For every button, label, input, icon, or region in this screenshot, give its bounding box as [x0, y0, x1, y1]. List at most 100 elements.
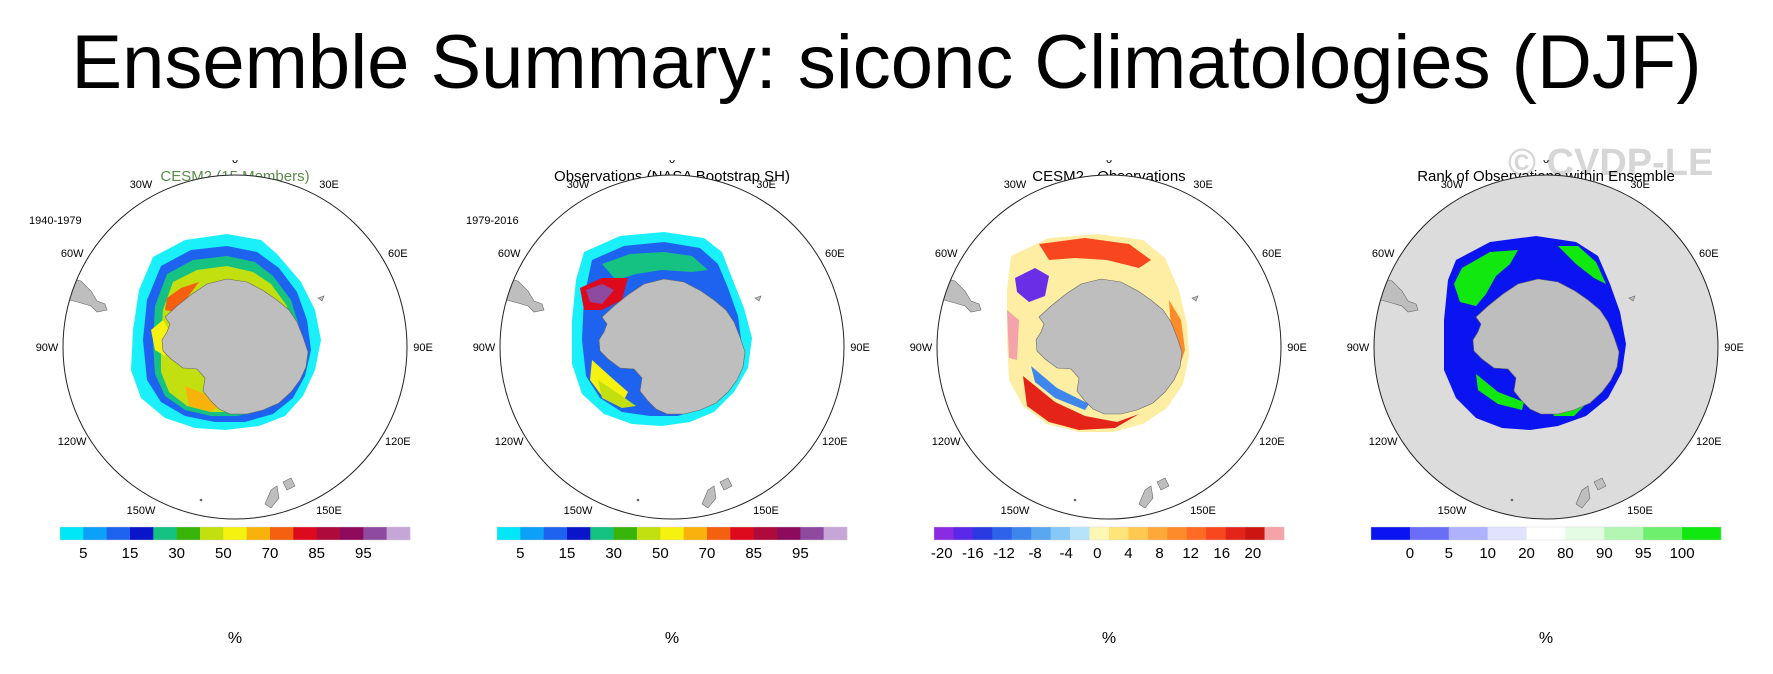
polar-map: 030E60E90E120E150E180150W120W90W60W30W51… [36, 160, 433, 562]
colorbar-tick-label: 5 [1445, 545, 1453, 562]
colorbar-tick-label: 85 [745, 545, 762, 562]
colorbar-swatch [1448, 527, 1488, 540]
colorbar-unit: % [227, 630, 243, 647]
polar-map: 030E60E90E120E150E180150W120W90W60W30W51… [473, 160, 870, 562]
colorbar-swatch [1245, 527, 1265, 540]
lon-label: 150W [564, 505, 593, 517]
colorbar-tick-label: 95 [355, 545, 372, 562]
colorbar-swatch [1604, 527, 1644, 540]
colorbar-swatch [777, 527, 801, 540]
panel-rank: Rank of Observations within Ensemble 030… [1326, 160, 1766, 670]
lon-label: 30W [567, 179, 590, 191]
colorbar-swatch [1070, 527, 1090, 540]
colorbar-tick-label: -8 [1028, 545, 1041, 562]
lon-label: 60W [498, 248, 521, 260]
colorbar-swatch [1050, 527, 1071, 540]
lon-label: 0 [669, 160, 675, 166]
colorbar-swatch [176, 527, 201, 540]
colorbar-swatch [934, 527, 954, 540]
colorbar-swatch [246, 527, 271, 540]
lon-label: 60W [61, 248, 84, 260]
panel-period: 1979-2016 [466, 215, 519, 227]
colorbar-tick-label: 30 [168, 545, 185, 562]
colorbar-swatch [1409, 527, 1450, 540]
colorbar-swatch [386, 527, 411, 540]
panel-difference: CESM2 - Observations 030E60E90E120E150E1… [889, 160, 1329, 670]
panel-observations: Observations (NASA Bootstrap SH) 1979-20… [452, 160, 892, 670]
colorbar-tick-label: 70 [699, 545, 716, 562]
colorbar-swatch [1371, 527, 1411, 540]
lon-label: 120E [1259, 436, 1285, 448]
lon-label: 150W [1001, 505, 1030, 517]
colorbar-tick-label: 15 [122, 545, 139, 562]
colorbar-tick-label: 0 [1406, 545, 1414, 562]
colorbar-tick-label: 20 [1518, 545, 1535, 562]
colorbar-swatch [60, 527, 84, 540]
colorbar-swatch [153, 527, 177, 540]
lon-label: 150W [127, 505, 156, 517]
colorbar-swatch [707, 527, 731, 540]
colorbar-swatch [1206, 527, 1226, 540]
colorbar-swatch [200, 527, 224, 540]
colorbar-unit: % [1538, 630, 1554, 647]
colorbar-swatch [363, 527, 387, 540]
lon-label: 120E [1696, 436, 1722, 448]
colorbar-tick-label: 20 [1245, 545, 1262, 562]
colorbar-tick-label: 8 [1155, 545, 1163, 562]
lon-label: 30E [756, 179, 776, 191]
lon-label: 120W [932, 436, 961, 448]
lon-label: 30W [1441, 179, 1464, 191]
colorbar-swatch [1011, 527, 1032, 540]
lon-label: 60E [825, 248, 845, 260]
lon-label: 60E [1699, 248, 1719, 260]
colorbar-tick-label: 12 [1182, 545, 1199, 562]
antarctica-land [161, 278, 309, 415]
colorbar-tick-label: 0 [1093, 545, 1101, 562]
colorbar-swatch [590, 527, 614, 540]
colorbar-swatch [1487, 527, 1527, 540]
lon-label: 90E [413, 342, 433, 354]
colorbar-tick-label: 15 [559, 545, 576, 562]
colorbar: 5 15 30 50 70 85 95 [59, 526, 411, 562]
panel-period: 1940-1979 [29, 215, 82, 227]
colorbar-tick-label: -20 [931, 545, 953, 562]
colorbar-swatch [800, 527, 824, 540]
colorbar-tick-label: 90 [1596, 545, 1613, 562]
colorbar-swatch [106, 527, 131, 540]
lon-label: 30E [1630, 179, 1650, 191]
lon-label: 60W [1372, 248, 1395, 260]
polar-map: 030E60E90E120E150E180150W120W90W60W30W-2… [910, 160, 1307, 562]
lon-label: 90E [850, 342, 870, 354]
colorbar-swatch [567, 527, 591, 540]
lon-label: 90W [36, 342, 59, 354]
polar-map: 030E60E90E120E150E180150W120W90W60W30W05… [1347, 160, 1744, 562]
colorbar-swatch [753, 527, 778, 540]
lon-label: 150E [1627, 505, 1653, 517]
lon-label: 150E [1190, 505, 1216, 517]
colorbar-swatch [1186, 527, 1207, 540]
colorbar-tick-label: 5 [516, 545, 524, 562]
colorbar-tick-label: 30 [605, 545, 622, 562]
colorbar-swatch [1031, 527, 1051, 540]
colorbar-swatch [1643, 527, 1683, 540]
antarctica-land [1035, 278, 1183, 415]
colorbar-swatch [972, 527, 993, 540]
lon-label: 30E [1193, 179, 1213, 191]
colorbar-tick-label: -4 [1060, 545, 1073, 562]
colorbar-unit: % [664, 630, 680, 647]
colorbar-tick-label: 80 [1557, 545, 1574, 562]
lon-label: 120W [1369, 436, 1398, 448]
colorbar-swatch [543, 527, 568, 540]
colorbar-swatch [130, 527, 154, 540]
colorbar-tick-label: 50 [652, 545, 669, 562]
lon-label: 90E [1724, 342, 1744, 354]
colorbar-swatch [730, 527, 754, 540]
colorbar-swatch [1682, 527, 1722, 540]
colorbar-tick-label: 4 [1124, 545, 1132, 562]
lon-label: 150W [1438, 505, 1467, 517]
colorbar-swatch [1128, 527, 1149, 540]
colorbar-tick-label: 50 [215, 545, 232, 562]
colorbar-swatch [1526, 527, 1566, 540]
colorbar-swatch [223, 527, 247, 540]
colorbar-swatch [316, 527, 341, 540]
